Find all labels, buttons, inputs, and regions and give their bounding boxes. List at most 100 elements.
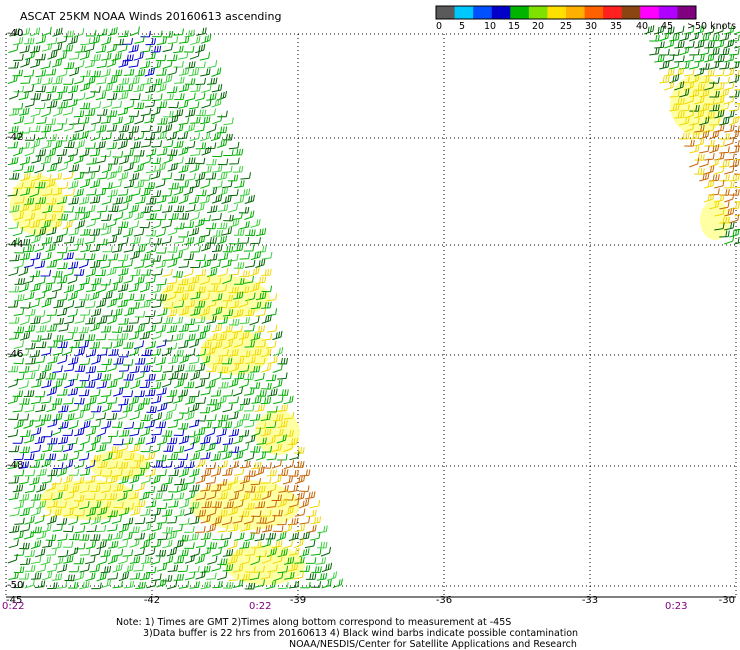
wind-barb — [90, 420, 101, 428]
wind-barb — [19, 398, 30, 405]
wind-barb — [111, 100, 122, 109]
wind-barb — [57, 293, 68, 302]
wind-barb — [139, 331, 150, 340]
longitude-label: -45 — [6, 595, 22, 606]
wind-barb — [265, 374, 277, 382]
wind-barb — [694, 137, 705, 147]
wind-barb — [145, 275, 156, 284]
wind-barb — [293, 461, 305, 468]
wind-barb — [30, 493, 42, 501]
wind-barb — [79, 308, 91, 316]
wind-barb — [107, 510, 118, 518]
wind-barb — [177, 422, 189, 430]
wind-barb — [206, 298, 217, 308]
wind-barb — [45, 534, 57, 541]
wind-barb — [41, 475, 53, 484]
wind-barb — [174, 478, 185, 486]
wind-barb — [134, 532, 145, 540]
wind-barb — [139, 60, 151, 69]
wind-barb — [62, 474, 73, 484]
wind-barb — [123, 341, 134, 349]
wind-barb — [234, 180, 245, 189]
wind-barb — [218, 186, 229, 197]
wind-barb — [255, 308, 266, 317]
wind-barb — [8, 221, 19, 230]
wind-barb — [714, 165, 725, 175]
wind-barb — [249, 572, 260, 581]
wind-barb — [178, 36, 190, 44]
wind-barb — [91, 372, 102, 382]
wind-barb — [190, 84, 201, 93]
wind-barb — [184, 299, 196, 308]
wind-barb — [163, 154, 174, 164]
wind-barb — [100, 116, 112, 124]
wind-barb — [206, 414, 217, 422]
wind-barb — [56, 564, 68, 573]
wind-barb — [8, 378, 19, 388]
wind-barb — [724, 124, 735, 133]
wind-barb — [146, 579, 157, 589]
wind-barb — [78, 534, 90, 541]
wind-barb — [243, 244, 255, 252]
wind-barb — [232, 515, 243, 524]
wind-barb — [229, 362, 240, 373]
wind-barb — [96, 60, 108, 69]
wind-barb — [277, 420, 288, 428]
wind-barb — [200, 581, 211, 590]
wind-barb — [68, 180, 79, 189]
wind-barb — [724, 110, 735, 119]
wind-barb — [222, 389, 234, 397]
wind-barb — [111, 52, 122, 62]
wind-barb — [714, 55, 725, 63]
wind-barb — [184, 526, 195, 533]
wind-barb — [35, 85, 46, 93]
wind-barb — [140, 139, 152, 148]
wind-barb — [173, 60, 184, 68]
wind-barb — [47, 50, 58, 60]
wind-barb — [223, 117, 234, 126]
wind-barb — [107, 380, 118, 389]
wind-barb — [73, 571, 85, 581]
legend-swatch — [621, 6, 641, 19]
wind-barb — [150, 508, 162, 517]
wind-barb — [52, 219, 63, 229]
wind-barb — [74, 427, 85, 437]
wind-barb — [689, 31, 700, 42]
wind-barb — [249, 316, 260, 326]
wind-barb — [63, 459, 74, 470]
wind-barb — [317, 525, 328, 534]
wind-barb — [139, 221, 151, 229]
wind-barb — [199, 372, 211, 380]
wind-barb — [679, 132, 690, 140]
wind-barb — [704, 53, 715, 63]
wind-barb — [217, 571, 228, 581]
wind-barb — [34, 310, 46, 317]
wind-barb — [245, 566, 256, 573]
wind-barb — [200, 532, 212, 540]
wind-barb — [205, 476, 217, 485]
wind-barb — [79, 293, 90, 301]
wind-barb — [14, 517, 25, 525]
wind-barb — [188, 227, 200, 237]
wind-barb — [205, 380, 216, 389]
wind-barb — [41, 458, 52, 468]
wind-barb — [19, 156, 31, 166]
wind-barb — [200, 116, 211, 125]
wind-barb — [163, 445, 174, 452]
wind-barb — [714, 69, 725, 77]
wind-barb — [79, 501, 90, 510]
wind-barb — [8, 571, 19, 580]
wind-barb — [178, 117, 190, 125]
wind-barb — [188, 101, 200, 110]
wind-barb — [73, 476, 85, 485]
wind-barb — [272, 414, 284, 422]
wind-barb — [173, 460, 185, 469]
wind-barb — [151, 428, 163, 436]
wind-barb — [95, 525, 107, 533]
wind-barb — [118, 30, 129, 38]
wind-barb — [67, 387, 78, 396]
wind-barb — [168, 500, 179, 508]
wind-barb — [85, 29, 97, 37]
wind-barb — [146, 293, 157, 302]
wind-barb — [46, 260, 58, 268]
